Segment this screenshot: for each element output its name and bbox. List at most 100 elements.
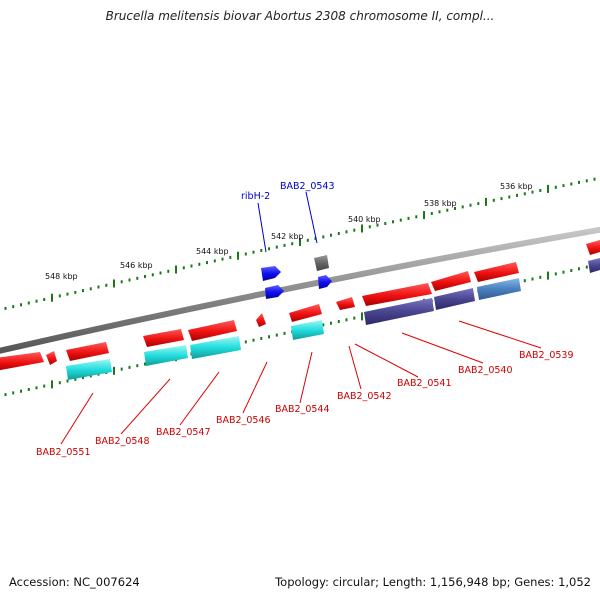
gene-ribH-2-blocks[interactable] (261, 266, 284, 299)
outer-ring-minor-tick (20, 303, 22, 307)
outer-ring-minor-tick (554, 185, 557, 189)
inner-ring-minor-tick (539, 275, 542, 279)
outer-ring-minor-tick (221, 257, 224, 261)
inner-ring-minor-tick (337, 320, 340, 323)
inner-ring-minor-tick (345, 318, 348, 322)
outer-ring-minor-tick (562, 184, 565, 188)
gene-label-BAB2_0539[interactable]: BAB2_0539 (519, 350, 574, 361)
scale-label-548: 548 kbp (45, 272, 78, 281)
outer-ring-minor-tick (469, 203, 472, 207)
blue-label-leaders (257, 191, 318, 253)
outer-ring-minor-tick (438, 210, 441, 214)
outer-ring-minor-tick (578, 180, 580, 184)
inner-ring-major-tick (361, 312, 363, 321)
outer-ring-major-tick (299, 238, 301, 246)
outer-ring-minor-tick (275, 245, 278, 249)
gene-label-BAB2_0542[interactable]: BAB2_0542 (337, 391, 392, 402)
outer-ring-minor-tick (500, 197, 503, 201)
outer-ring-minor-tick (461, 205, 464, 209)
outer-ring-minor-tick (531, 190, 534, 194)
inner-ring-minor-tick (570, 269, 573, 272)
outer-ring-major-tick (485, 197, 487, 206)
outer-ring-minor-tick (368, 225, 371, 229)
outer-ring-minor-tick (167, 269, 170, 273)
forward-gene-arrows[interactable] (0, 240, 600, 371)
outer-ring-minor-tick (97, 285, 100, 289)
scale-label-542: 542 kbp (271, 232, 304, 241)
outer-ring-major-tick (423, 211, 425, 220)
outer-ring-minor-tick (58, 294, 61, 298)
inner-ring-minor-tick (20, 389, 22, 393)
outer-ring-minor-tick (446, 208, 449, 212)
outer-ring-minor-tick (260, 249, 263, 252)
inner-ring-minor-tick (82, 376, 84, 380)
outer-ring-minor-tick (376, 223, 379, 227)
outer-ring-minor-tick (399, 218, 402, 222)
gene-label-BAB2_0551[interactable]: BAB2_0551 (36, 447, 91, 458)
outer-ring-minor-tick (128, 278, 131, 282)
outer-ring-major-tick (175, 265, 177, 274)
feature-blocks[interactable] (66, 258, 600, 380)
gene-label-BAB2_0544[interactable]: BAB2_0544 (275, 404, 330, 415)
inner-ring-minor-tick (283, 331, 286, 335)
outer-ring-major-tick (547, 184, 549, 193)
label-leaders (60, 320, 542, 445)
outer-ring-minor-tick (12, 305, 15, 309)
outer-ring-minor-tick (593, 177, 596, 181)
outer-ring-minor-tick (384, 222, 387, 225)
inner-ring-minor-tick (43, 384, 46, 388)
outer-scale-ring (4, 177, 596, 310)
outer-ring-major-tick (51, 293, 53, 302)
outer-ring-minor-tick (151, 273, 154, 277)
outer-ring-minor-tick (27, 301, 30, 305)
outer-ring-minor-tick (213, 259, 216, 263)
outer-ring-minor-tick (539, 189, 542, 192)
inner-ring-minor-tick (4, 393, 7, 397)
chromosome-backbone (0, 226, 600, 354)
outer-ring-major-tick (113, 279, 115, 288)
outer-ring-minor-tick (268, 247, 270, 251)
outer-ring-minor-tick (159, 271, 162, 275)
outer-ring-minor-tick (190, 264, 193, 268)
outer-ring-minor-tick (136, 276, 139, 280)
accession-label: Accession: NC_007624 (9, 575, 140, 589)
outer-ring-minor-tick (82, 289, 84, 293)
outer-ring-minor-tick (454, 207, 456, 210)
outer-ring-minor-tick (570, 182, 573, 186)
inner-ring-minor-tick (12, 391, 15, 395)
inner-ring-minor-tick (322, 323, 325, 327)
gene-label-ribH-2[interactable]: ribH-2 (241, 191, 270, 202)
outer-ring-minor-tick (508, 195, 511, 199)
scale-label-540: 540 kbp (348, 215, 381, 224)
inner-ring-minor-tick (554, 272, 557, 276)
inner-ring-minor-tick (523, 279, 526, 283)
outer-ring-minor-tick (585, 179, 588, 183)
outer-ring-minor-tick (430, 212, 433, 215)
topology-summary: Topology: circular; Length: 1,156,948 bp… (275, 575, 591, 589)
outer-ring-minor-tick (35, 299, 38, 303)
outer-ring-minor-tick (89, 287, 92, 291)
inner-ring-minor-tick (120, 367, 123, 371)
gene-label-BAB2_0548[interactable]: BAB2_0548 (95, 436, 150, 447)
scale-label-544: 544 kbp (196, 247, 229, 256)
gene-label-BAB2_0547[interactable]: BAB2_0547 (156, 427, 211, 438)
inner-ring-minor-tick (260, 337, 263, 340)
gene-label-BAB2_0540[interactable]: BAB2_0540 (458, 365, 513, 376)
outer-ring-minor-tick (120, 280, 123, 284)
gene-BAB2_0543-blocks[interactable] (314, 255, 332, 289)
outer-ring-minor-tick (415, 215, 418, 219)
inner-ring-minor-tick (58, 381, 61, 385)
gene-label-BAB2_0543[interactable]: BAB2_0543 (280, 181, 335, 192)
outer-ring-minor-tick (74, 290, 77, 294)
inner-ring-major-tick (51, 380, 53, 389)
outer-ring-minor-tick (283, 243, 286, 247)
gene-label-BAB2_0541[interactable]: BAB2_0541 (397, 378, 452, 389)
outer-ring-minor-tick (4, 306, 7, 310)
map-title: Brucella melitensis biovar Abortus 2308 … (105, 9, 495, 23)
gene-label-BAB2_0546[interactable]: BAB2_0546 (216, 415, 271, 426)
inner-ring-minor-tick (89, 374, 92, 378)
scale-label-546: 546 kbp (120, 261, 153, 270)
outer-ring-major-tick (361, 224, 363, 233)
inner-ring-minor-tick (144, 362, 146, 366)
